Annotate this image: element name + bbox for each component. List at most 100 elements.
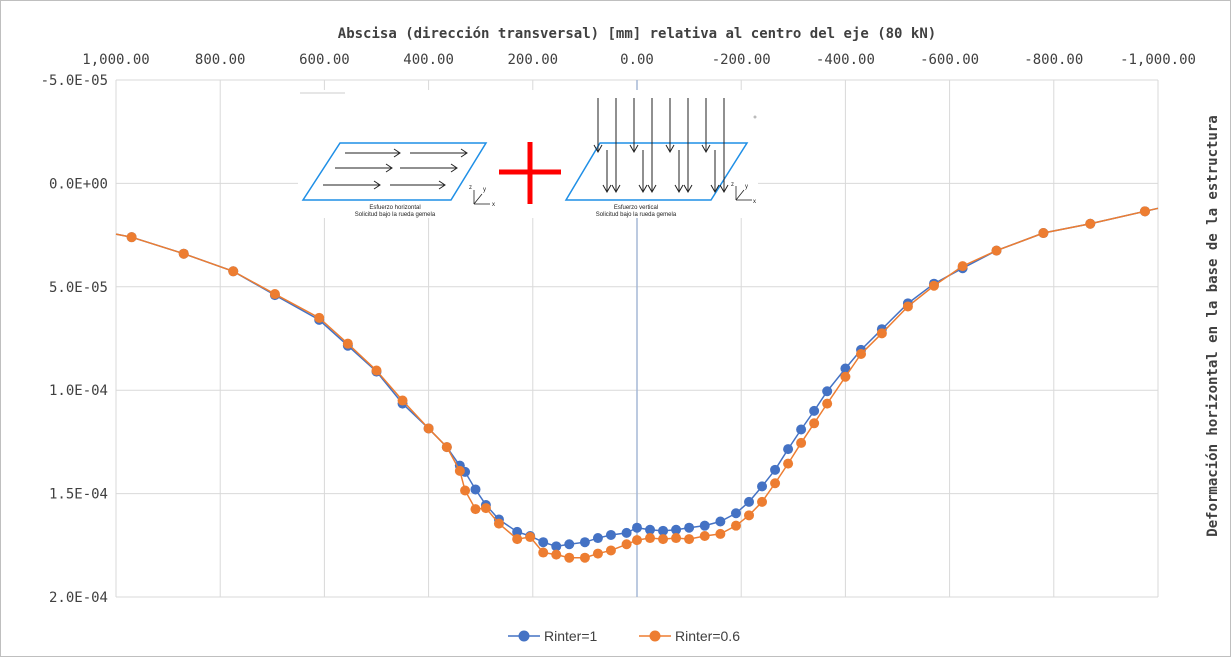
y-tick-label: 1.5E-04: [49, 487, 108, 503]
data-point-1: [876, 328, 887, 339]
axis-letter-y-right: y: [745, 184, 748, 190]
data-point-0: [564, 539, 575, 550]
data-point-0: [699, 520, 710, 531]
data-point-1: [178, 248, 189, 259]
y-tick-label: 2.0E-04: [49, 590, 108, 606]
data-point-0: [757, 481, 768, 492]
legend-item-rinter-1[interactable]: Rinter=1: [508, 628, 598, 644]
data-point-0: [538, 537, 549, 548]
legend: Rinter=1 Rinter=0.6: [508, 628, 740, 644]
data-point-1: [480, 503, 491, 514]
data-point-1: [783, 458, 794, 469]
right-caption-line-1: Esfuerzo vertical: [614, 205, 658, 211]
data-point-0: [840, 363, 851, 374]
data-point-1: [822, 398, 833, 409]
legend-marker-rinter-1: [518, 630, 530, 642]
y-tick-label: 1.0E-04: [49, 383, 108, 399]
data-point-1: [126, 232, 137, 243]
x-tick-label: -800.00: [1024, 52, 1083, 68]
data-point-0: [796, 424, 807, 435]
right-caption-line-2: Solicitud bajo la rueda gemela: [596, 212, 677, 218]
data-point-1: [441, 442, 452, 453]
horizontal-stress-panel: z y x Esfuerzo horizontal Solicitud bajo…: [301, 142, 495, 218]
x-tick-label: -200.00: [712, 52, 771, 68]
data-point-1: [621, 539, 632, 550]
legend-label-rinter-06: Rinter=0.6: [675, 628, 740, 644]
data-point-1: [715, 528, 726, 539]
parallelogram-left: [301, 142, 488, 201]
data-point-0: [770, 464, 781, 475]
data-point-1: [645, 533, 656, 544]
inset-dot: [753, 115, 757, 119]
data-point-0: [551, 541, 562, 552]
data-point-0: [658, 525, 669, 536]
vertical-stress-panel: z y x Esfuerzo vertical Solicitud bajo l…: [564, 98, 757, 218]
y-axis-title: Deformación horizontal en la base de la …: [1205, 115, 1221, 536]
data-point-0: [592, 533, 603, 544]
data-point-1: [840, 371, 851, 382]
data-point-0: [621, 527, 632, 538]
axis-letter-y: y: [483, 187, 486, 193]
data-point-1: [228, 266, 239, 277]
data-point-1: [744, 510, 755, 521]
data-point-1: [856, 349, 867, 360]
y-axis-ticks: -5.0E-05 0.0E+00 5.0E-05 1.0E-04 1.5E-04 2.0E…: [41, 73, 108, 606]
data-point-0: [512, 526, 523, 537]
data-point-1: [1038, 228, 1049, 239]
data-point-1: [512, 534, 523, 545]
axis-triad-left: [473, 190, 490, 205]
data-point-1: [699, 530, 710, 541]
data-point-1: [371, 365, 382, 376]
x-tick-label: -1,000.00: [1120, 52, 1196, 68]
data-point-0: [715, 516, 726, 527]
data-point-1: [592, 548, 603, 559]
data-point-0: [822, 386, 833, 397]
data-point-0: [671, 524, 682, 535]
left-caption-line-2: Solicitud bajo la rueda gemela: [355, 212, 436, 218]
data-point-1: [538, 547, 549, 558]
data-point-1: [525, 532, 536, 543]
left-caption-line-1: Esfuerzo horizontal: [369, 205, 420, 211]
data-point-1: [991, 245, 1002, 256]
data-point-1: [671, 533, 682, 544]
horizontal-arrows: [323, 148, 468, 190]
data-point-1: [1085, 218, 1096, 229]
data-point-1: [551, 549, 562, 560]
y-tick-label: 5.0E-05: [49, 280, 108, 296]
data-point-1: [423, 423, 434, 434]
plus-sign: [499, 142, 561, 204]
data-point-0: [470, 484, 481, 495]
data-point-1: [493, 518, 504, 529]
axis-letter-x: x: [492, 202, 495, 208]
load-inset-diagram: z y x Esfuerzo horizontal Solicitud bajo…: [298, 90, 758, 218]
data-point-1: [684, 534, 695, 545]
data-point-1: [957, 261, 968, 272]
data-point-0: [632, 522, 642, 533]
axis-letter-z: z: [469, 185, 472, 191]
data-point-1: [269, 289, 280, 300]
legend-item-rinter-06[interactable]: Rinter=0.6: [639, 628, 740, 644]
x-axis-title: Abscisa (dirección transversal) [mm] rel…: [338, 26, 936, 42]
data-point-1: [460, 485, 471, 496]
y-tick-label: -5.0E-05: [41, 73, 108, 89]
data-point-0: [730, 508, 741, 519]
data-point-1: [770, 478, 781, 489]
data-point-1: [796, 437, 807, 448]
data-point-0: [684, 522, 695, 533]
data-point-0: [783, 444, 794, 455]
data-point-1: [564, 552, 575, 563]
data-point-0: [809, 405, 820, 416]
data-point-1: [342, 338, 353, 349]
data-point-1: [809, 418, 820, 429]
data-point-1: [658, 534, 669, 545]
data-point-1: [902, 301, 913, 312]
x-tick-label: 600.00: [299, 52, 350, 68]
data-point-0: [645, 524, 656, 535]
data-point-1: [757, 496, 768, 507]
legend-label-rinter-1: Rinter=1: [544, 628, 598, 644]
data-point-1: [397, 395, 408, 406]
x-axis-ticks: 1,000.00 800.00 600.00 400.00 200.00 0.00 -200…: [82, 52, 1196, 68]
parallelogram-right: [564, 142, 749, 201]
legend-marker-rinter-06: [649, 630, 661, 642]
